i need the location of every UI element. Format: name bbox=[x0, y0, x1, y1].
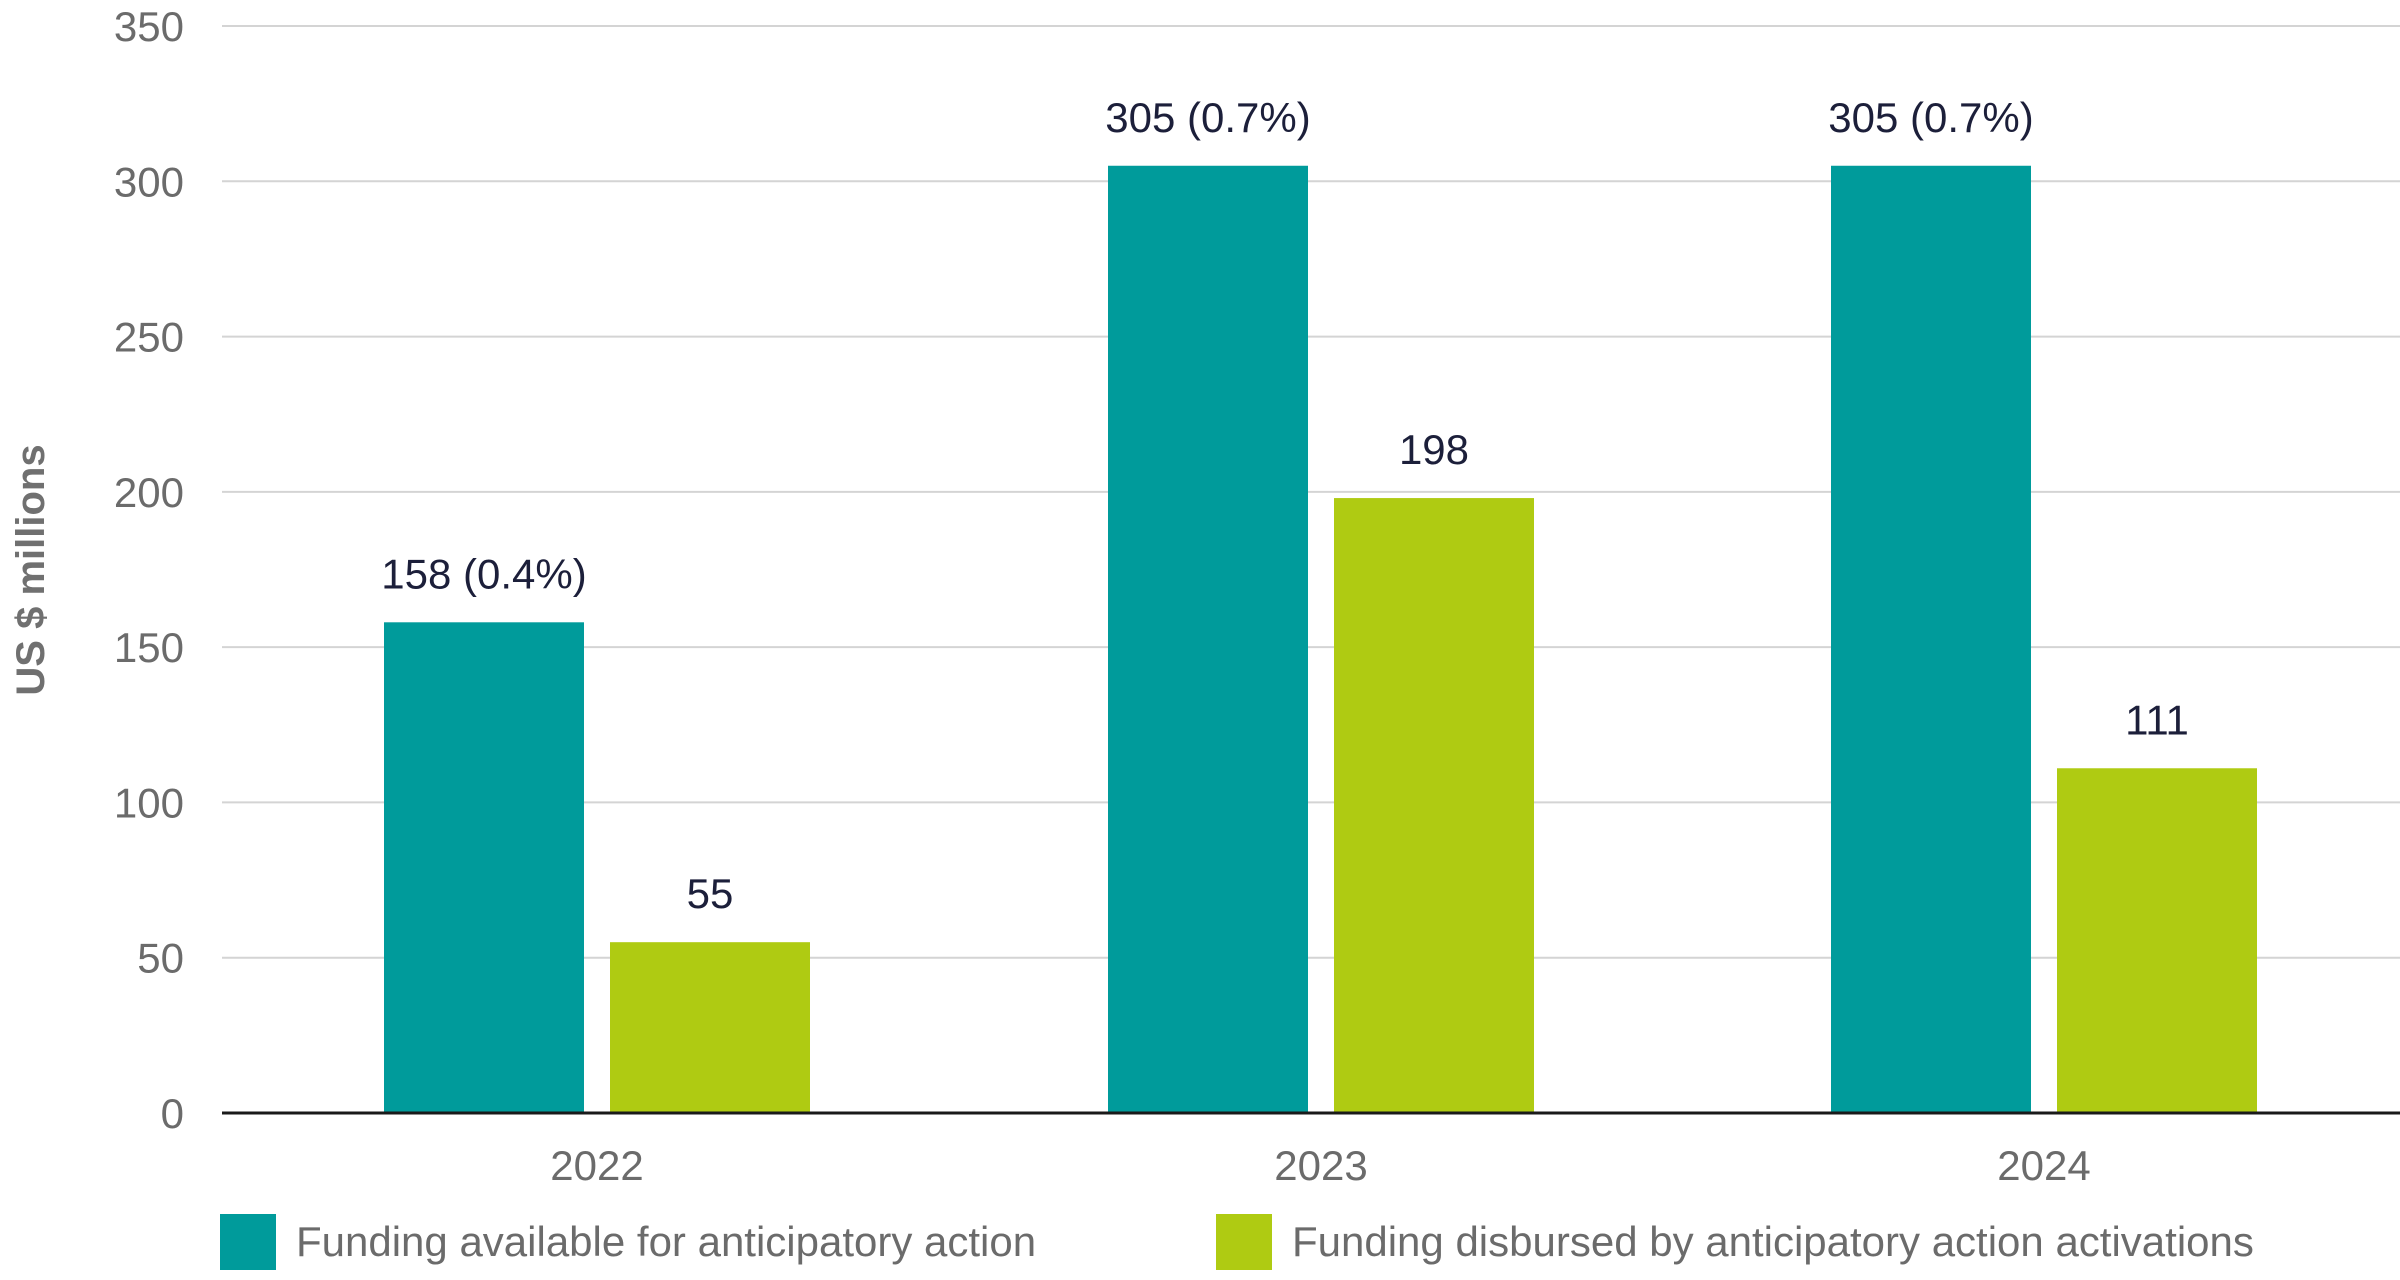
legend-label: Funding disbursed by anticipatory action… bbox=[1292, 1218, 2254, 1265]
y-tick-label: 100 bbox=[114, 779, 184, 826]
y-tick-label: 350 bbox=[114, 3, 184, 50]
x-tick-label: 2022 bbox=[550, 1142, 643, 1189]
legend-label: Funding available for anticipatory actio… bbox=[296, 1218, 1036, 1265]
bar-disbursed-2022 bbox=[610, 942, 810, 1113]
data-labels: 158 (0.4%) 55 305 (0.7%) 198 305 (0.7%) 111 bbox=[381, 94, 2189, 917]
y-axis-title: US $ millions bbox=[9, 444, 53, 695]
bar-available-2023 bbox=[1108, 165, 1308, 1113]
y-axis-ticks: 0 50 100 150 200 250 300 350 bbox=[114, 3, 184, 1137]
data-label: 305 (0.7%) bbox=[1828, 94, 2033, 141]
y-tick-label: 50 bbox=[137, 935, 184, 982]
y-tick-label: 150 bbox=[114, 624, 184, 671]
data-label: 158 (0.4%) bbox=[381, 550, 586, 597]
bars bbox=[384, 165, 2257, 1113]
bar-available-2022 bbox=[384, 622, 584, 1113]
data-label: 55 bbox=[687, 870, 734, 917]
legend: Funding available for anticipatory actio… bbox=[220, 1214, 2254, 1270]
bar-available-2024 bbox=[1831, 165, 2031, 1113]
y-tick-label: 0 bbox=[161, 1090, 184, 1137]
legend-swatch bbox=[220, 1214, 276, 1270]
y-tick-label: 200 bbox=[114, 469, 184, 516]
legend-swatch bbox=[1216, 1214, 1272, 1270]
data-label: 198 bbox=[1399, 426, 1469, 473]
bar-disbursed-2024 bbox=[2057, 768, 2257, 1113]
data-label: 111 bbox=[2125, 696, 2189, 743]
y-tick-label: 250 bbox=[114, 314, 184, 361]
x-tick-label: 2023 bbox=[1274, 1142, 1367, 1189]
data-label: 305 (0.7%) bbox=[1105, 94, 1310, 141]
gridlines bbox=[222, 25, 2400, 959]
x-axis-categories: 2022 2023 2024 bbox=[550, 1142, 2090, 1189]
y-tick-label: 300 bbox=[114, 158, 184, 205]
x-tick-label: 2024 bbox=[1997, 1142, 2090, 1189]
bar-disbursed-2023 bbox=[1334, 498, 1534, 1113]
